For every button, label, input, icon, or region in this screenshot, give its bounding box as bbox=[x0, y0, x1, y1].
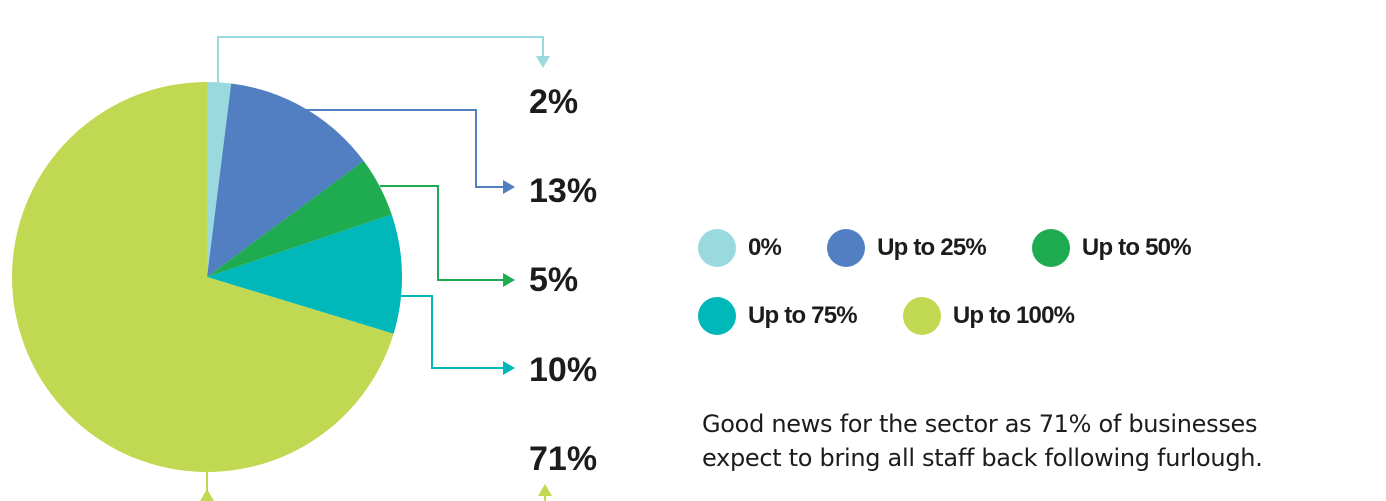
legend: 0% Up to 25% Up to 50% Up to 75% Up to 1… bbox=[698, 226, 1338, 362]
leader-line-up-to-50 bbox=[380, 185, 503, 281]
legend-swatch-0 bbox=[698, 229, 736, 267]
leader-line-up-to-25-arrow bbox=[503, 180, 515, 194]
legend-label-up-to-100: Up to 100% bbox=[952, 302, 1075, 329]
legend-swatch-up-to-100 bbox=[902, 297, 941, 335]
legend-item-up-to-75: Up to 75% bbox=[698, 297, 858, 335]
pie-slice-up-to-25 bbox=[207, 83, 364, 277]
leader-line-up-to-75-arrow bbox=[503, 361, 515, 375]
leader-line-up-to-100-arrow bbox=[538, 484, 552, 496]
legend-label-up-to-75: Up to 75% bbox=[748, 302, 858, 329]
legend-swatch-up-to-25 bbox=[827, 229, 866, 267]
legend-swatch-up-to-50 bbox=[1031, 229, 1070, 267]
value-label-25: 13% bbox=[529, 172, 597, 210]
value-label-50: 5% bbox=[529, 261, 578, 299]
pie-slice-up-to-75 bbox=[207, 214, 403, 334]
caption: Good news for the sector as 71% of busin… bbox=[702, 407, 1382, 475]
leader-lines bbox=[200, 36, 552, 501]
pie-slices bbox=[12, 82, 403, 473]
leader-line-0 bbox=[217, 36, 544, 85]
leader-line-0-arrow bbox=[536, 56, 550, 68]
legend-item-up-to-50: Up to 50% bbox=[1031, 229, 1192, 267]
legend-label-up-to-50: Up to 50% bbox=[1081, 234, 1192, 261]
value-labels: 2% 13% 5% 10% 71% bbox=[529, 83, 597, 478]
legend-label-0: 0% bbox=[748, 234, 782, 261]
pie-slice-up-to-100 bbox=[12, 82, 394, 473]
value-label-100: 71% bbox=[529, 440, 597, 478]
leader-line-up-to-75 bbox=[400, 295, 503, 369]
leader-line-up-to-50-arrow bbox=[503, 273, 515, 287]
legend-swatch-up-to-75 bbox=[698, 297, 736, 335]
leader-line-up-to-100-stem-arrow bbox=[200, 489, 214, 501]
value-label-75: 10% bbox=[529, 351, 597, 389]
pie-slice-0 bbox=[207, 82, 232, 277]
legend-row: 0% Up to 25% Up to 50% bbox=[698, 226, 1338, 270]
caption-line-2: expect to bring all staff back following… bbox=[702, 444, 1263, 472]
leader-line-up-to-25 bbox=[305, 109, 503, 188]
legend-item-up-to-25: Up to 25% bbox=[827, 229, 987, 267]
caption-line-1: Good news for the sector as 71% of busin… bbox=[702, 410, 1258, 438]
value-label-0: 2% bbox=[529, 83, 578, 121]
legend-row: Up to 75% Up to 100% bbox=[698, 294, 1338, 338]
legend-item-0: 0% bbox=[698, 229, 782, 267]
pie-slice-up-to-50 bbox=[207, 160, 392, 277]
legend-label-up-to-25: Up to 25% bbox=[877, 234, 987, 261]
legend-item-up-to-100: Up to 100% bbox=[902, 297, 1075, 335]
